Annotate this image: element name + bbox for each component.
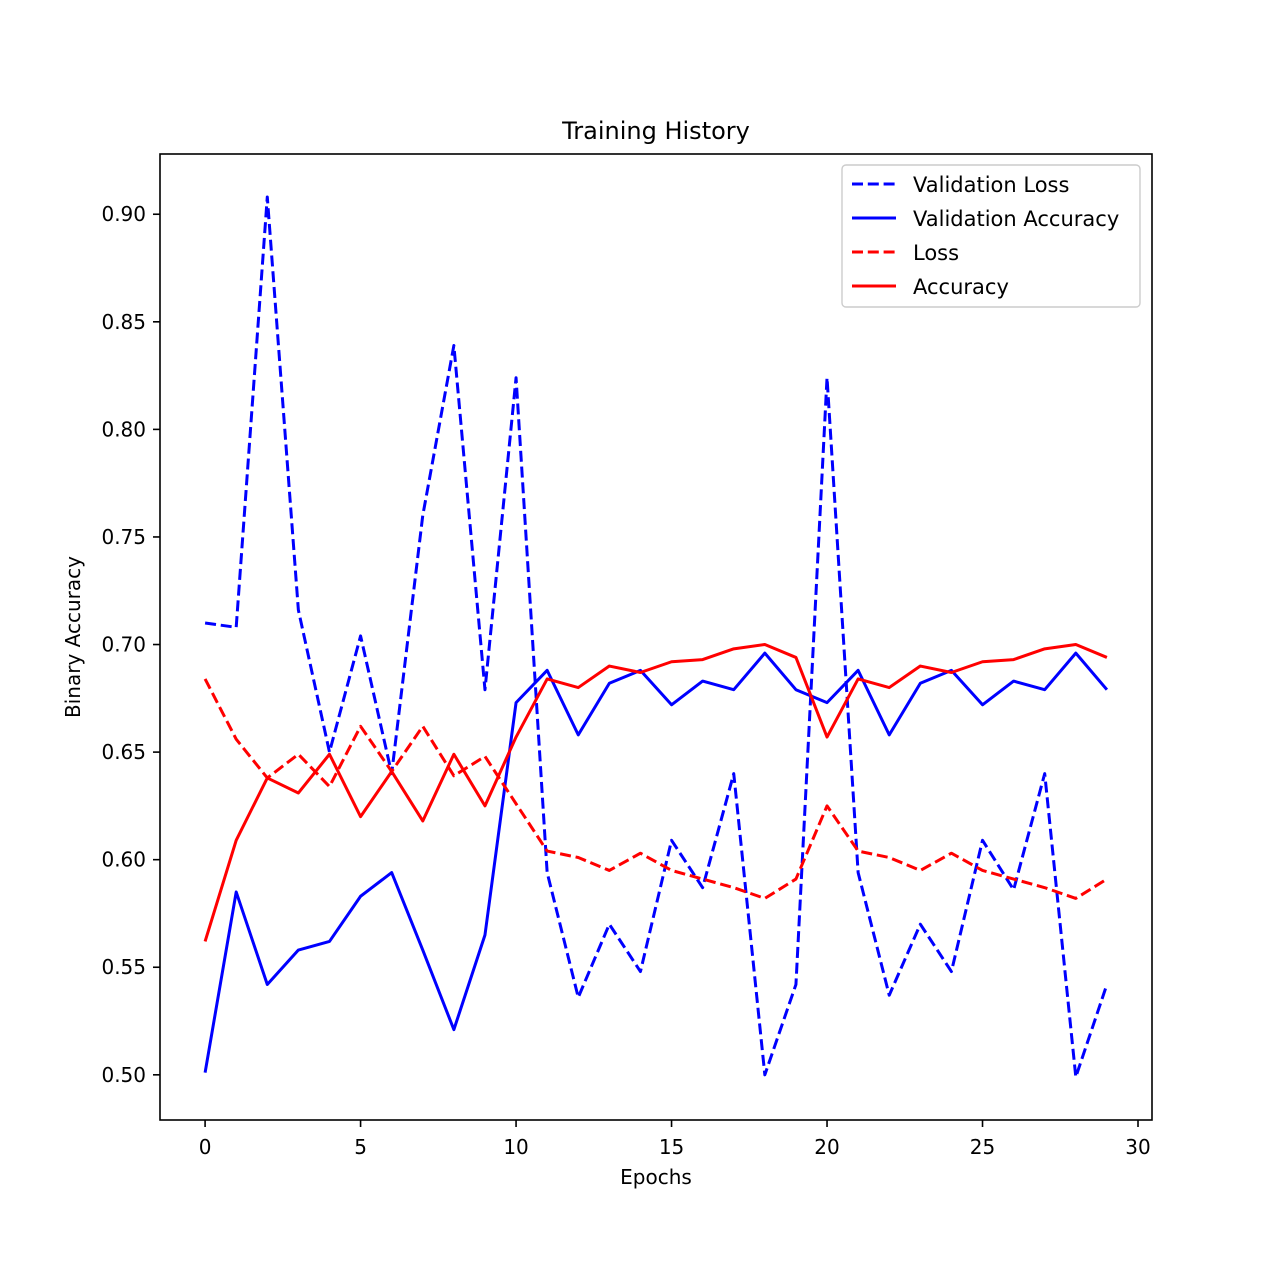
- x-axis-ticks: 0 5 10 15 20 25 30: [199, 1120, 1151, 1159]
- series-line-validation-accuracy: [203, 651, 1109, 1073]
- y-tick-label: 0.60: [101, 848, 146, 872]
- legend-label-validation-accuracy: Validation Accuracy: [913, 207, 1119, 231]
- y-tick-label: 0.55: [101, 955, 146, 979]
- y-tick-label: 0.70: [101, 633, 146, 657]
- legend: Validation Loss Validation Accuracy Loss Ac…: [841, 164, 1141, 308]
- y-tick-label: 0.85: [101, 310, 146, 334]
- x-tick-label: 10: [503, 1135, 528, 1159]
- series-line-accuracy: [203, 643, 1108, 942]
- legend-label-accuracy: Accuracy: [913, 275, 1009, 299]
- y-tick-label: 0.50: [101, 1063, 146, 1087]
- series-line-validation-loss: [204, 195, 1109, 1079]
- x-axis-label: Epochs: [620, 1165, 692, 1189]
- y-axis-label: Binary Accuracy: [61, 556, 85, 718]
- legend-frame: [841, 164, 1141, 308]
- y-tick-label: 0.65: [101, 740, 146, 764]
- y-tick-label: 0.90: [101, 202, 146, 226]
- x-tick-label: 30: [1125, 1135, 1150, 1159]
- x-tick-label: 15: [659, 1135, 684, 1159]
- y-axis-ticks: 0.50 0.55 0.60 0.65 0.70 0.75 0.80 0.85 0.90: [101, 202, 160, 1087]
- x-tick-label: 25: [970, 1135, 995, 1159]
- series-layer: [203, 195, 1109, 1079]
- y-tick-label: 0.80: [101, 417, 146, 441]
- x-tick-label: 20: [814, 1135, 839, 1159]
- chart-title: Training History: [561, 117, 750, 145]
- series-line-loss: [203, 678, 1108, 900]
- x-tick-label: 0: [199, 1135, 212, 1159]
- plot-frame: [159, 153, 1153, 1121]
- x-tick-label: 5: [354, 1135, 367, 1159]
- legend-label-loss: Loss: [913, 241, 959, 265]
- legend-label-validation-loss: Validation Loss: [913, 173, 1069, 197]
- y-tick-label: 0.75: [101, 525, 146, 549]
